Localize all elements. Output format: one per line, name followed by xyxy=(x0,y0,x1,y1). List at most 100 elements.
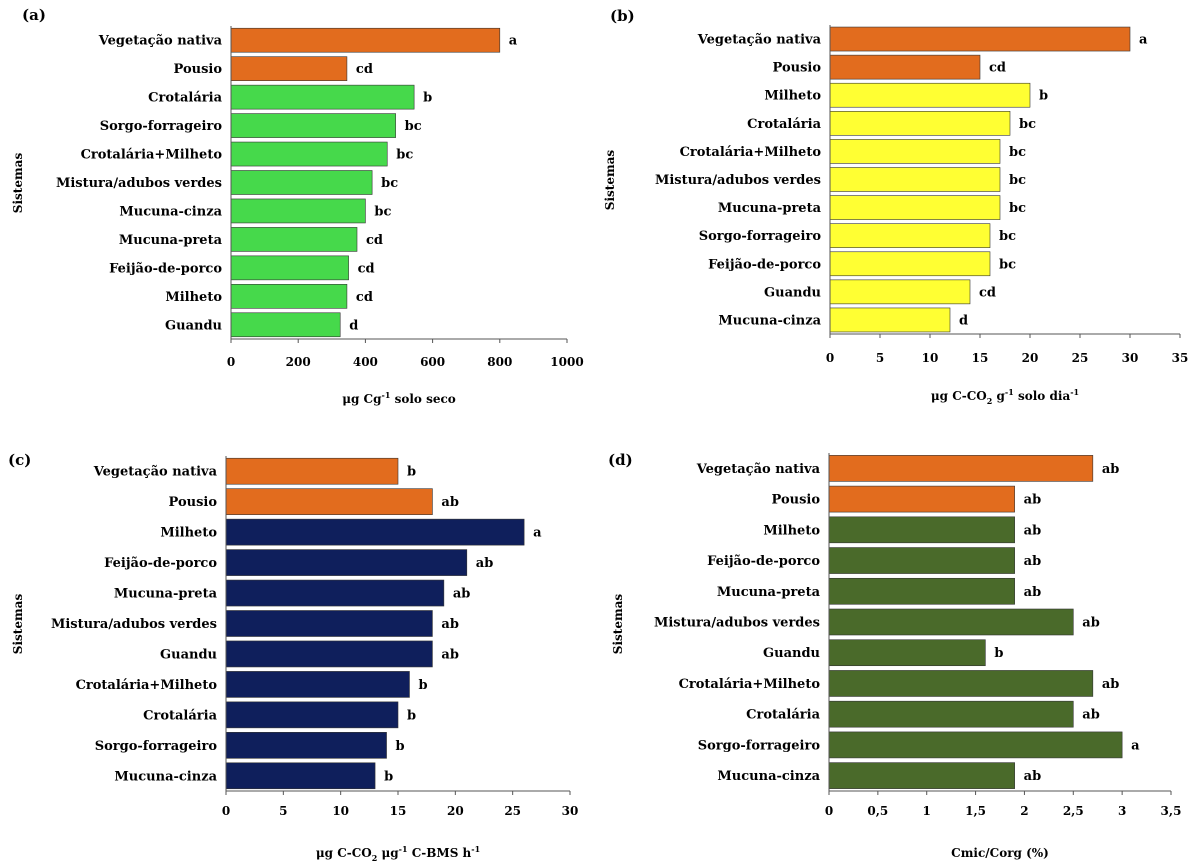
bar xyxy=(230,170,373,195)
bar xyxy=(828,485,1015,513)
bar xyxy=(225,732,387,759)
significance-letter: ab xyxy=(1082,708,1100,723)
significance-letter: bc xyxy=(381,176,398,191)
bar xyxy=(225,549,468,576)
significance-letter: bc xyxy=(1009,201,1026,216)
significance-letter: ab xyxy=(1024,769,1042,784)
category-label: Vegetação nativa xyxy=(696,462,821,477)
category-label: Vegetação nativa xyxy=(697,33,822,48)
category-label: Mucuna-preta xyxy=(718,201,822,216)
category-label: Guandu xyxy=(764,285,821,300)
x-title-text: μg C-CO xyxy=(931,389,987,403)
x-tick-label: 35 xyxy=(1172,351,1189,365)
x-title-text: Cmic/Corg (%) xyxy=(951,846,1049,860)
significance-letter: ab xyxy=(1024,493,1042,508)
significance-letter: bc xyxy=(405,119,422,134)
bar xyxy=(230,284,348,309)
category-label: Mucuna-cinza xyxy=(718,313,821,328)
category-label: Mucuna-preta xyxy=(717,585,821,600)
significance-letter: a xyxy=(1131,738,1140,753)
significance-letter: b xyxy=(384,769,393,784)
x-tick-label: 1,5 xyxy=(965,804,986,818)
x-title-text: solo dia xyxy=(1014,389,1071,403)
x-tick-label: 0 xyxy=(825,804,833,818)
category-label: Mucuna-cinza xyxy=(119,204,222,219)
x-tick-label: 0 xyxy=(227,355,235,369)
x-title-text: C-BMS h xyxy=(408,846,472,860)
bar xyxy=(230,141,388,167)
category-label: Pousio xyxy=(169,495,218,510)
significance-letter: bc xyxy=(1019,117,1036,132)
bar xyxy=(230,198,366,224)
x-title-sup: -1 xyxy=(399,844,408,854)
category-label: Feijão-de-porco xyxy=(109,261,222,276)
significance-letter: cd xyxy=(366,233,383,248)
panel-letter: (c) xyxy=(8,451,31,469)
category-label: Milheto xyxy=(160,526,217,541)
bar xyxy=(829,279,971,305)
bar xyxy=(829,54,981,80)
significance-letter: ab xyxy=(1024,585,1042,600)
significance-letter: b xyxy=(396,739,405,754)
significance-letter: b xyxy=(994,646,1003,661)
x-tick-label: 3,5 xyxy=(1161,804,1182,818)
significance-letter: ab xyxy=(1082,616,1100,631)
category-label: Feijão-de-porco xyxy=(708,257,821,272)
category-label: Milheto xyxy=(764,89,821,104)
bar xyxy=(225,457,399,485)
x-title-sup: -1 xyxy=(1070,387,1079,397)
category-label: Milheto xyxy=(165,290,222,305)
bar xyxy=(225,518,525,546)
category-label: Mistura/adubos verdes xyxy=(654,616,820,631)
category-label: Mistura/adubos verdes xyxy=(655,173,821,188)
category-label: Feijão-de-porco xyxy=(104,556,217,571)
x-tick-label: 2 xyxy=(1020,804,1028,818)
x-tick-label: 200 xyxy=(286,355,311,369)
significance-letter: a xyxy=(1139,33,1148,48)
x-tick-label: 20 xyxy=(1022,351,1039,365)
bar xyxy=(828,700,1074,728)
x-tick-label: 10 xyxy=(922,351,939,365)
bar xyxy=(225,488,433,515)
significance-letter: ab xyxy=(476,556,494,571)
category-label: Guandu xyxy=(165,318,222,333)
y-axis-title: Sistemas xyxy=(611,594,625,655)
x-tick-label: 3 xyxy=(1118,804,1126,818)
bar xyxy=(230,312,341,338)
category-label: Pousio xyxy=(773,61,822,76)
category-label: Mucuna-preta xyxy=(114,587,218,602)
significance-letter: b xyxy=(423,91,432,106)
category-label: Sorgo-forrageiro xyxy=(698,738,821,753)
significance-letter: a xyxy=(533,526,542,541)
significance-letter: bc xyxy=(1009,173,1026,188)
bar xyxy=(225,579,445,607)
significance-letter: b xyxy=(418,678,427,693)
category-label: Milheto xyxy=(763,523,820,538)
significance-letter: ab xyxy=(1102,677,1120,692)
category-label: Crotalária+Milheto xyxy=(81,148,223,163)
category-label: Mucuna-preta xyxy=(119,233,223,248)
significance-letter: b xyxy=(1039,89,1048,104)
significance-letter: b xyxy=(407,708,416,723)
category-label: Pousio xyxy=(772,493,821,508)
category-label: Mucuna-cinza xyxy=(114,769,217,784)
x-tick-label: 30 xyxy=(562,804,579,818)
bar xyxy=(828,670,1094,697)
category-label: Sorgo-forrageiro xyxy=(699,229,822,244)
bar xyxy=(829,167,1001,192)
x-tick-label: 5 xyxy=(876,351,884,365)
significance-letter: b xyxy=(407,465,416,480)
category-label: Feijão-de-porco xyxy=(707,554,820,569)
x-tick-label: 25 xyxy=(504,804,521,818)
bar xyxy=(828,547,1015,574)
x-tick-label: 2,5 xyxy=(1063,804,1084,818)
category-label: Mistura/adubos verdes xyxy=(51,617,217,632)
bar xyxy=(829,195,1001,220)
significance-letter: d xyxy=(959,313,968,328)
x-title-sub: 2 xyxy=(987,396,993,406)
significance-letter: bc xyxy=(396,148,413,163)
significance-letter: ab xyxy=(441,647,459,662)
x-title-text: g xyxy=(992,389,1005,403)
bar xyxy=(225,610,433,637)
